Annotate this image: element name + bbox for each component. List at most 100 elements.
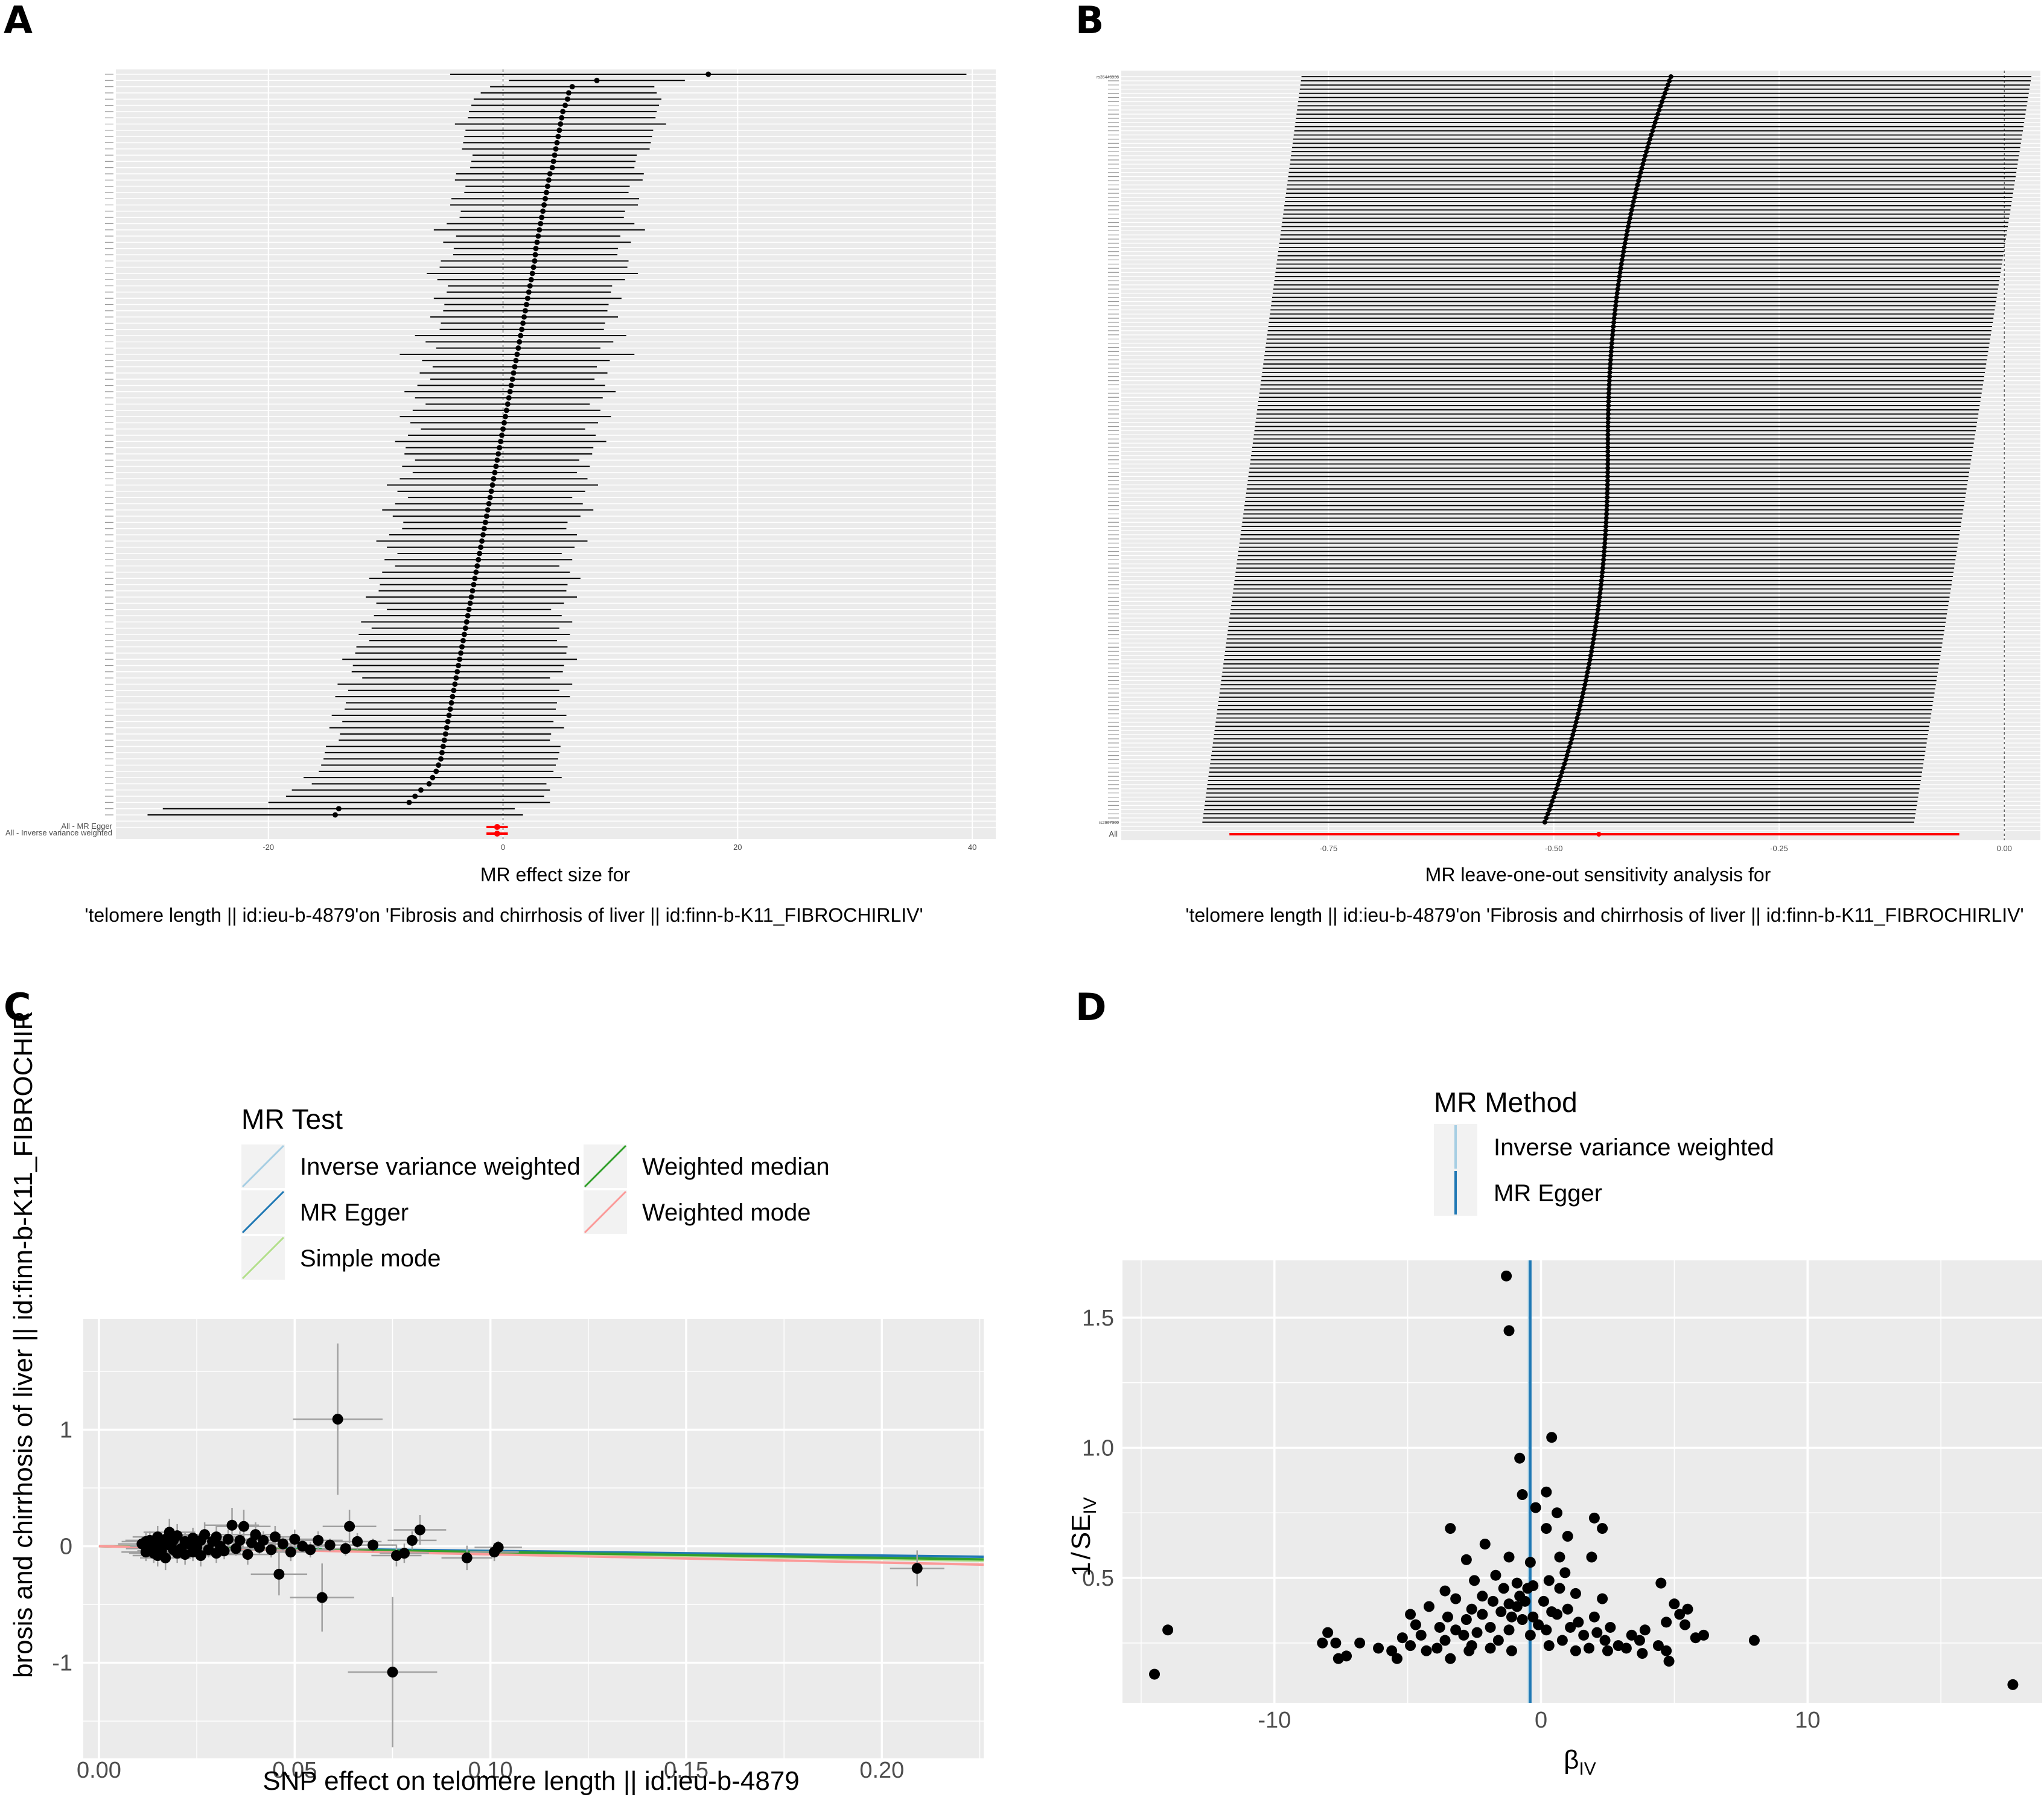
loo-point <box>1630 203 1635 208</box>
effect-point <box>451 688 457 694</box>
loo-point <box>1639 165 1644 171</box>
snp-point <box>226 1519 238 1531</box>
effect-point <box>481 526 487 532</box>
subtitle-a: 'telomere length || id:ieu-b-4879'on 'Fi… <box>84 904 923 926</box>
iv-point <box>1442 1611 1453 1623</box>
loo-point <box>1601 557 1606 563</box>
loo-point <box>1617 270 1623 275</box>
x-tick-label-c: 0.20 <box>859 1758 904 1783</box>
effect-point <box>406 799 412 805</box>
loo-point <box>1600 566 1605 571</box>
loo-point <box>1618 266 1623 271</box>
legend-key-line <box>584 1144 627 1188</box>
effect-point <box>492 470 498 476</box>
loo-point <box>1615 286 1620 292</box>
effect-point <box>541 202 547 208</box>
snp-point <box>344 1521 355 1532</box>
loo-point <box>1608 357 1613 363</box>
iv-point <box>1530 1502 1541 1513</box>
loo-point <box>1595 611 1600 617</box>
loo-point <box>1610 328 1616 333</box>
iv-point <box>1748 1635 1760 1646</box>
loo-point <box>1608 349 1614 354</box>
snp-label-top: rs35446936 <box>1097 75 1119 80</box>
effect-point <box>544 184 550 190</box>
effect-point <box>502 413 508 420</box>
loo-point <box>1609 336 1615 342</box>
loo-point <box>1579 695 1585 700</box>
x-ticks-d: -10 0 10 <box>1258 1708 1820 1733</box>
iv-point <box>1602 1645 1613 1656</box>
loo-point <box>1667 78 1672 83</box>
snp-point <box>332 1414 343 1425</box>
effect-point <box>495 451 501 457</box>
iv-point <box>1514 1452 1526 1464</box>
effect-point <box>553 146 559 152</box>
snp-point <box>195 1550 206 1561</box>
iv-point <box>1573 1617 1584 1628</box>
loo-point <box>1607 365 1613 371</box>
effect-point <box>512 364 518 370</box>
loo-point <box>1587 657 1593 662</box>
effect-point <box>521 314 527 320</box>
iv-point <box>1445 1653 1456 1664</box>
loo-point <box>1596 603 1601 608</box>
loo-point <box>1605 441 1611 446</box>
loo-point <box>1664 86 1669 92</box>
snp-point <box>911 1563 923 1574</box>
x-axis-title-c: SNP effect on telomere length || id:ieu-… <box>263 1766 800 1796</box>
legend-label: Simple mode <box>300 1245 441 1272</box>
effect-point <box>467 600 473 606</box>
iv-point <box>1655 1577 1667 1589</box>
loo-point <box>1605 436 1611 442</box>
iv-point <box>1552 1507 1563 1519</box>
loo-point <box>1631 199 1636 204</box>
loo-point <box>1592 628 1597 633</box>
iv-point <box>1469 1575 1480 1586</box>
loo-point <box>1598 586 1603 592</box>
loo-point <box>1576 711 1581 717</box>
iv-point <box>1541 1624 1552 1636</box>
loo-point <box>1604 507 1609 512</box>
loo-point <box>1564 753 1570 758</box>
effect-point <box>522 308 528 314</box>
snp-point <box>406 1534 418 1546</box>
iv-point <box>1584 1642 1595 1654</box>
loo-point <box>1605 465 1611 471</box>
effect-point <box>507 389 513 395</box>
iv-point <box>1445 1523 1456 1534</box>
panel-label-d: D <box>1075 985 1106 1029</box>
x-tick-label-c: 0.10 <box>468 1758 513 1783</box>
loo-point <box>1605 432 1611 438</box>
y-tick-label-c: -1 <box>52 1651 72 1676</box>
iv-point <box>1490 1569 1501 1581</box>
effect-point <box>547 171 553 177</box>
iv-point <box>1479 1538 1491 1550</box>
iv-point <box>1322 1627 1334 1638</box>
iv-point <box>1458 1629 1469 1641</box>
x-axis-title-d: βIV <box>1564 1745 1596 1779</box>
loo-point <box>1637 174 1642 179</box>
legend-c: MR Test Inverse variance weighted MR Egge… <box>241 1103 830 1280</box>
iv-point <box>1637 1648 1648 1659</box>
effect-point <box>473 569 479 575</box>
loo-point <box>1559 770 1565 775</box>
effect-point <box>517 339 523 345</box>
loo-point <box>1573 720 1579 725</box>
x-tick-label-b: -0.25 <box>1770 844 1788 853</box>
loo-point <box>1606 407 1611 412</box>
effect-point <box>594 77 600 83</box>
iv-point <box>1503 1624 1515 1636</box>
loo-point <box>1635 182 1640 188</box>
snp-point <box>269 1531 281 1543</box>
y-axis-title-text-d: 1 / SEIV <box>1066 1497 1100 1577</box>
effect-point <box>472 575 478 581</box>
loo-point <box>1572 724 1578 729</box>
iv-point <box>1546 1432 1558 1443</box>
iv-point <box>1554 1583 1565 1594</box>
effect-point <box>430 774 436 780</box>
loo-point <box>1548 803 1553 808</box>
loo-point <box>1607 369 1613 375</box>
effect-point <box>527 283 533 289</box>
iv-point <box>1439 1635 1451 1646</box>
